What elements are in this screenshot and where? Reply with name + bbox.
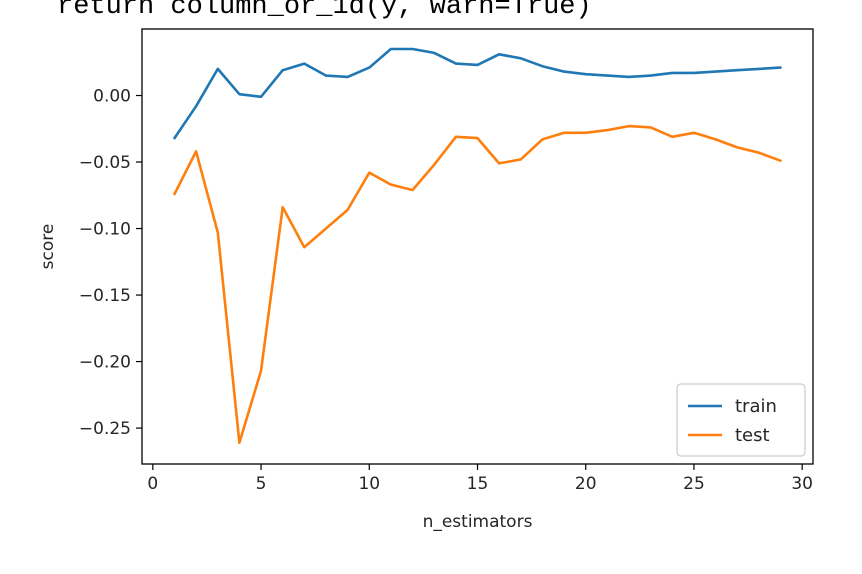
y-tick-label: −0.20 bbox=[79, 353, 131, 373]
x-tick-label: 30 bbox=[791, 474, 813, 494]
x-tick-label: 20 bbox=[575, 474, 597, 494]
y-tick-label: −0.15 bbox=[79, 286, 131, 306]
x-tick-label: 25 bbox=[683, 474, 705, 494]
x-tick-label: 5 bbox=[256, 474, 267, 494]
x-tick-label: 15 bbox=[467, 474, 489, 494]
y-tick-label: 0.00 bbox=[93, 87, 131, 107]
y-tick-label: −0.10 bbox=[79, 220, 131, 240]
x-tick-label: 0 bbox=[147, 474, 158, 494]
x-axis-label: n_estimators bbox=[423, 512, 533, 532]
x-axis: 0 5 10 15 20 25 30 bbox=[147, 464, 813, 494]
y-axis: 0.00 −0.05 −0.10 −0.15 −0.20 −0.25 bbox=[79, 87, 142, 439]
y-tick-label: −0.05 bbox=[79, 153, 131, 173]
series-line-test bbox=[173, 124, 782, 445]
legend-box bbox=[676, 383, 806, 457]
series-line-train bbox=[173, 47, 782, 140]
y-tick-label: −0.25 bbox=[79, 419, 131, 439]
code-output-line: return column_or_1d(y, warn=True) bbox=[57, 0, 592, 22]
chart-legend: train test bbox=[676, 383, 806, 457]
legend-label-test: test bbox=[735, 425, 770, 446]
x-tick-label: 10 bbox=[358, 474, 380, 494]
y-axis-label: score bbox=[38, 224, 58, 270]
legend-label-train: train bbox=[735, 396, 777, 417]
